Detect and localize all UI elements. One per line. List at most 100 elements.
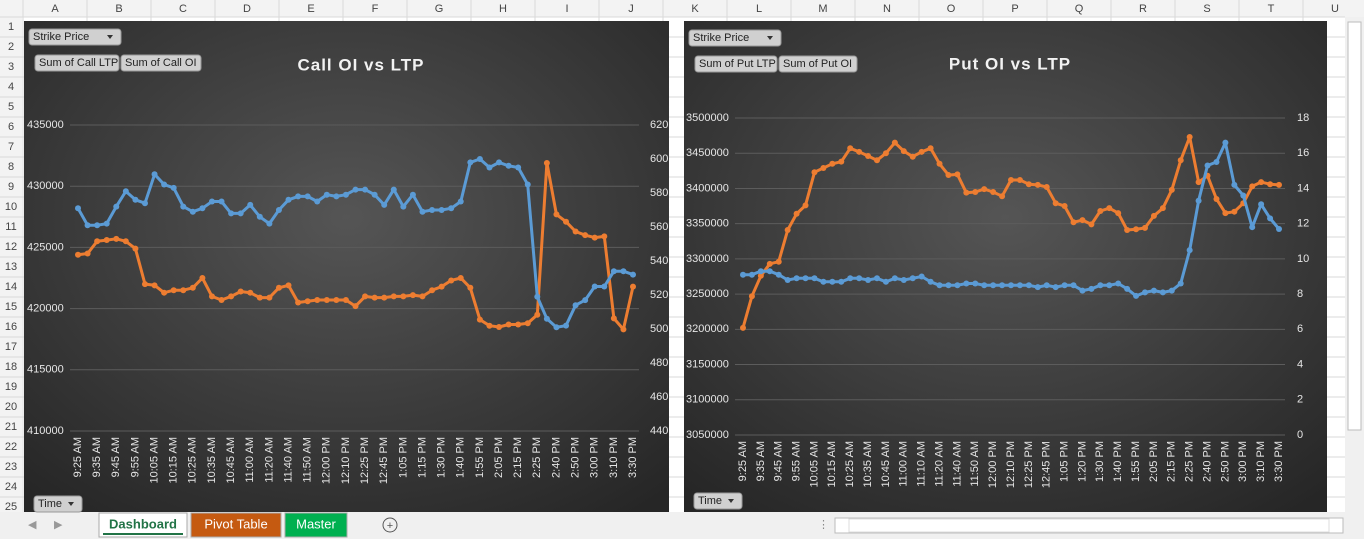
- pivot-field-label[interactable]: Time: [38, 498, 62, 510]
- data-point: [400, 293, 407, 300]
- column-header[interactable]: S: [1203, 3, 1210, 15]
- column-header[interactable]: I: [565, 3, 568, 15]
- column-header[interactable]: E: [307, 3, 314, 15]
- dropdown-arrow[interactable]: [107, 35, 113, 39]
- row-header[interactable]: 12: [5, 241, 17, 253]
- sheet-tab[interactable]: [190, 512, 282, 538]
- row-header[interactable]: 22: [5, 441, 17, 453]
- row-header[interactable]: 10: [5, 201, 17, 213]
- pivot-field-button[interactable]: [688, 29, 782, 47]
- row-header[interactable]: 21: [5, 421, 17, 433]
- column-header[interactable]: H: [499, 3, 507, 15]
- row-header[interactable]: 4: [8, 81, 14, 93]
- data-point: [237, 210, 244, 217]
- data-point: [352, 303, 359, 310]
- row-header[interactable]: 1: [8, 21, 14, 33]
- row-header[interactable]: 25: [5, 501, 17, 513]
- row-header[interactable]: 20: [5, 401, 17, 413]
- column-header[interactable]: O: [947, 3, 956, 15]
- row-header[interactable]: 3: [8, 61, 14, 73]
- column-header[interactable]: A: [51, 3, 59, 15]
- column-header[interactable]: G: [435, 3, 444, 15]
- column-header[interactable]: U: [1331, 3, 1339, 15]
- dropdown-arrow[interactable]: [728, 499, 734, 503]
- column-header[interactable]: J: [628, 3, 634, 15]
- column-header[interactable]: N: [883, 3, 891, 15]
- pivot-field-button[interactable]: [694, 55, 778, 73]
- row-header[interactable]: 7: [8, 141, 14, 153]
- x-tick-label: 11:40 AM: [282, 437, 294, 483]
- data-point: [757, 268, 764, 275]
- column-header[interactable]: P: [1011, 3, 1018, 15]
- pivot-field-label[interactable]: Sum of Put OI: [783, 58, 852, 70]
- tab-scroll-right[interactable]: ▶: [54, 519, 63, 531]
- x-tick-label: 1:30 PM: [1094, 441, 1106, 482]
- column-header[interactable]: C: [179, 3, 187, 15]
- data-point: [874, 275, 880, 282]
- row-header[interactable]: 15: [5, 301, 17, 313]
- column-header[interactable]: Q: [1075, 3, 1084, 15]
- column-header[interactable]: K: [691, 3, 699, 15]
- scroll-thumb[interactable]: [848, 518, 1330, 533]
- x-tick-label: 2:15 PM: [1166, 441, 1178, 482]
- sheet-tab-label[interactable]: Dashboard: [109, 516, 177, 531]
- data-point: [740, 271, 746, 278]
- row-header[interactable]: 5: [8, 101, 14, 113]
- row-header[interactable]: 24: [5, 481, 17, 493]
- sheet-tab-label[interactable]: Master: [296, 516, 336, 531]
- data-point: [256, 294, 263, 301]
- dropdown-arrow[interactable]: [767, 36, 773, 40]
- pivot-field-button[interactable]: [120, 54, 202, 72]
- sheet-tab-label[interactable]: Pivot Table: [204, 516, 267, 531]
- column-header[interactable]: D: [243, 3, 251, 15]
- data-point: [1159, 289, 1166, 296]
- row-header[interactable]: 6: [8, 121, 14, 133]
- row-header[interactable]: 17: [5, 341, 17, 353]
- column-header[interactable]: B: [115, 3, 122, 15]
- column-header[interactable]: R: [1139, 3, 1147, 15]
- data-point: [1267, 215, 1274, 222]
- data-point: [199, 275, 206, 281]
- column-header[interactable]: F: [372, 3, 379, 15]
- pivot-field-label[interactable]: Strike Price: [693, 32, 749, 44]
- pivot-field-label[interactable]: Sum of Call LTP: [39, 57, 118, 69]
- pivot-field-button[interactable]: [778, 55, 858, 73]
- pivot-field-label[interactable]: Sum of Call OI: [125, 57, 197, 69]
- column-header[interactable]: L: [756, 3, 762, 15]
- data-point: [371, 191, 378, 198]
- sheet-tab[interactable]: [284, 512, 348, 538]
- row-header[interactable]: 18: [5, 361, 17, 373]
- pivot-field-button[interactable]: [28, 28, 122, 46]
- row-header[interactable]: 9: [8, 181, 14, 193]
- column-header[interactable]: T: [1268, 3, 1275, 15]
- scroll-thumb[interactable]: [1347, 21, 1362, 431]
- row-header[interactable]: 14: [5, 281, 17, 293]
- pivot-field-label[interactable]: Time: [698, 495, 722, 507]
- data-point: [900, 148, 907, 155]
- row-header[interactable]: 19: [5, 381, 17, 393]
- data-point: [151, 171, 158, 178]
- data-point: [1240, 192, 1247, 199]
- data-point: [362, 293, 369, 300]
- row-header[interactable]: 2: [8, 41, 14, 53]
- data-point: [295, 299, 302, 306]
- x-tick-label: 11:20 AM: [933, 441, 945, 487]
- pivot-field-button[interactable]: [693, 492, 743, 510]
- data-point: [1052, 284, 1059, 291]
- add-sheet[interactable]: [382, 517, 398, 533]
- pivot-field-label[interactable]: Sum of Put LTP: [699, 58, 776, 70]
- row-header[interactable]: 16: [5, 321, 17, 333]
- row-header[interactable]: 23: [5, 461, 17, 473]
- row-header[interactable]: 11: [5, 221, 16, 233]
- y2-tick-label: 580: [650, 187, 668, 199]
- pivot-field-button[interactable]: [33, 495, 83, 513]
- dropdown-arrow[interactable]: [68, 502, 74, 506]
- column-header[interactable]: M: [818, 3, 827, 15]
- row-header[interactable]: 13: [5, 261, 17, 273]
- tab-scroll-left[interactable]: ◀: [28, 519, 37, 531]
- pivot-field-label[interactable]: Strike Price: [33, 31, 89, 43]
- row-header[interactable]: 8: [8, 161, 14, 173]
- data-point: [1213, 196, 1220, 203]
- pivot-field-button[interactable]: [34, 54, 120, 72]
- add-sheet-icon[interactable]: +: [387, 520, 393, 532]
